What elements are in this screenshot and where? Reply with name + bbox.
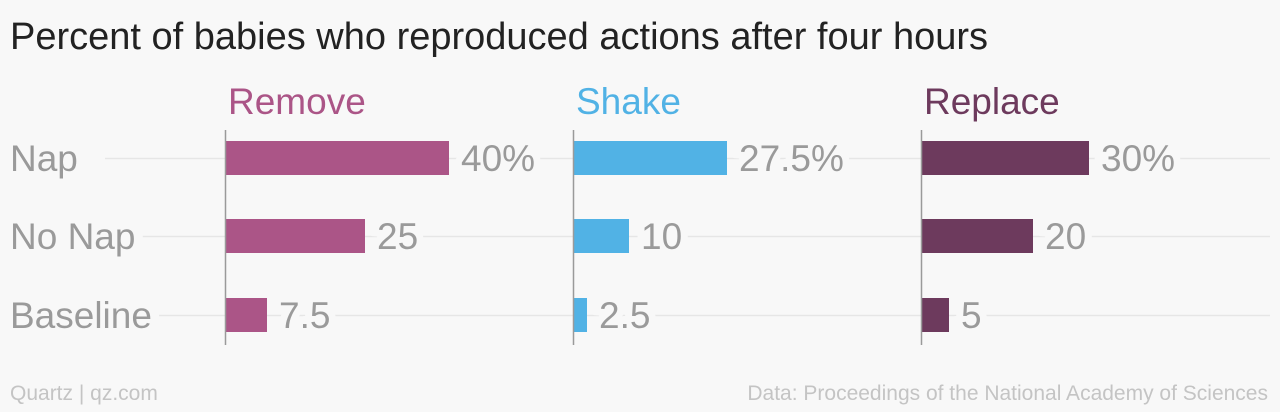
bar-2-2 — [921, 298, 949, 332]
data-label-1-1: 10 — [641, 216, 682, 257]
data-label-0-1: 25 — [377, 216, 418, 257]
data-label-1-0: 27.5% — [739, 138, 844, 179]
chart-title: Percent of babies who reproduced actions… — [10, 16, 989, 58]
bar-1-2 — [573, 298, 587, 332]
category-label-0: Nap — [10, 138, 78, 179]
bar-0-0 — [225, 141, 449, 175]
series-header-0: Remove — [228, 81, 366, 122]
data-label-2-2: 5 — [961, 295, 982, 336]
footer-credit: Quartz | qz.com — [10, 382, 158, 405]
category-label-2: Baseline — [10, 295, 152, 336]
data-label-2-1: 20 — [1045, 216, 1086, 257]
bar-1-0 — [573, 141, 727, 175]
data-label-1-2: 2.5 — [599, 295, 650, 336]
category-label-1: No Nap — [10, 216, 135, 257]
bar-0-1 — [225, 219, 365, 253]
data-label-0-2: 7.5 — [279, 295, 330, 336]
data-label-2-0: 30% — [1101, 138, 1175, 179]
bar-1-1 — [573, 219, 629, 253]
footer-source: Data: Proceedings of the National Academ… — [747, 382, 1268, 405]
bar-2-1 — [921, 219, 1033, 253]
series-header-2: Replace — [924, 81, 1060, 122]
bar-2-0 — [921, 141, 1089, 175]
bar-0-2 — [225, 298, 267, 332]
data-label-0-0: 40% — [461, 138, 535, 179]
series-header-1: Shake — [576, 81, 681, 122]
